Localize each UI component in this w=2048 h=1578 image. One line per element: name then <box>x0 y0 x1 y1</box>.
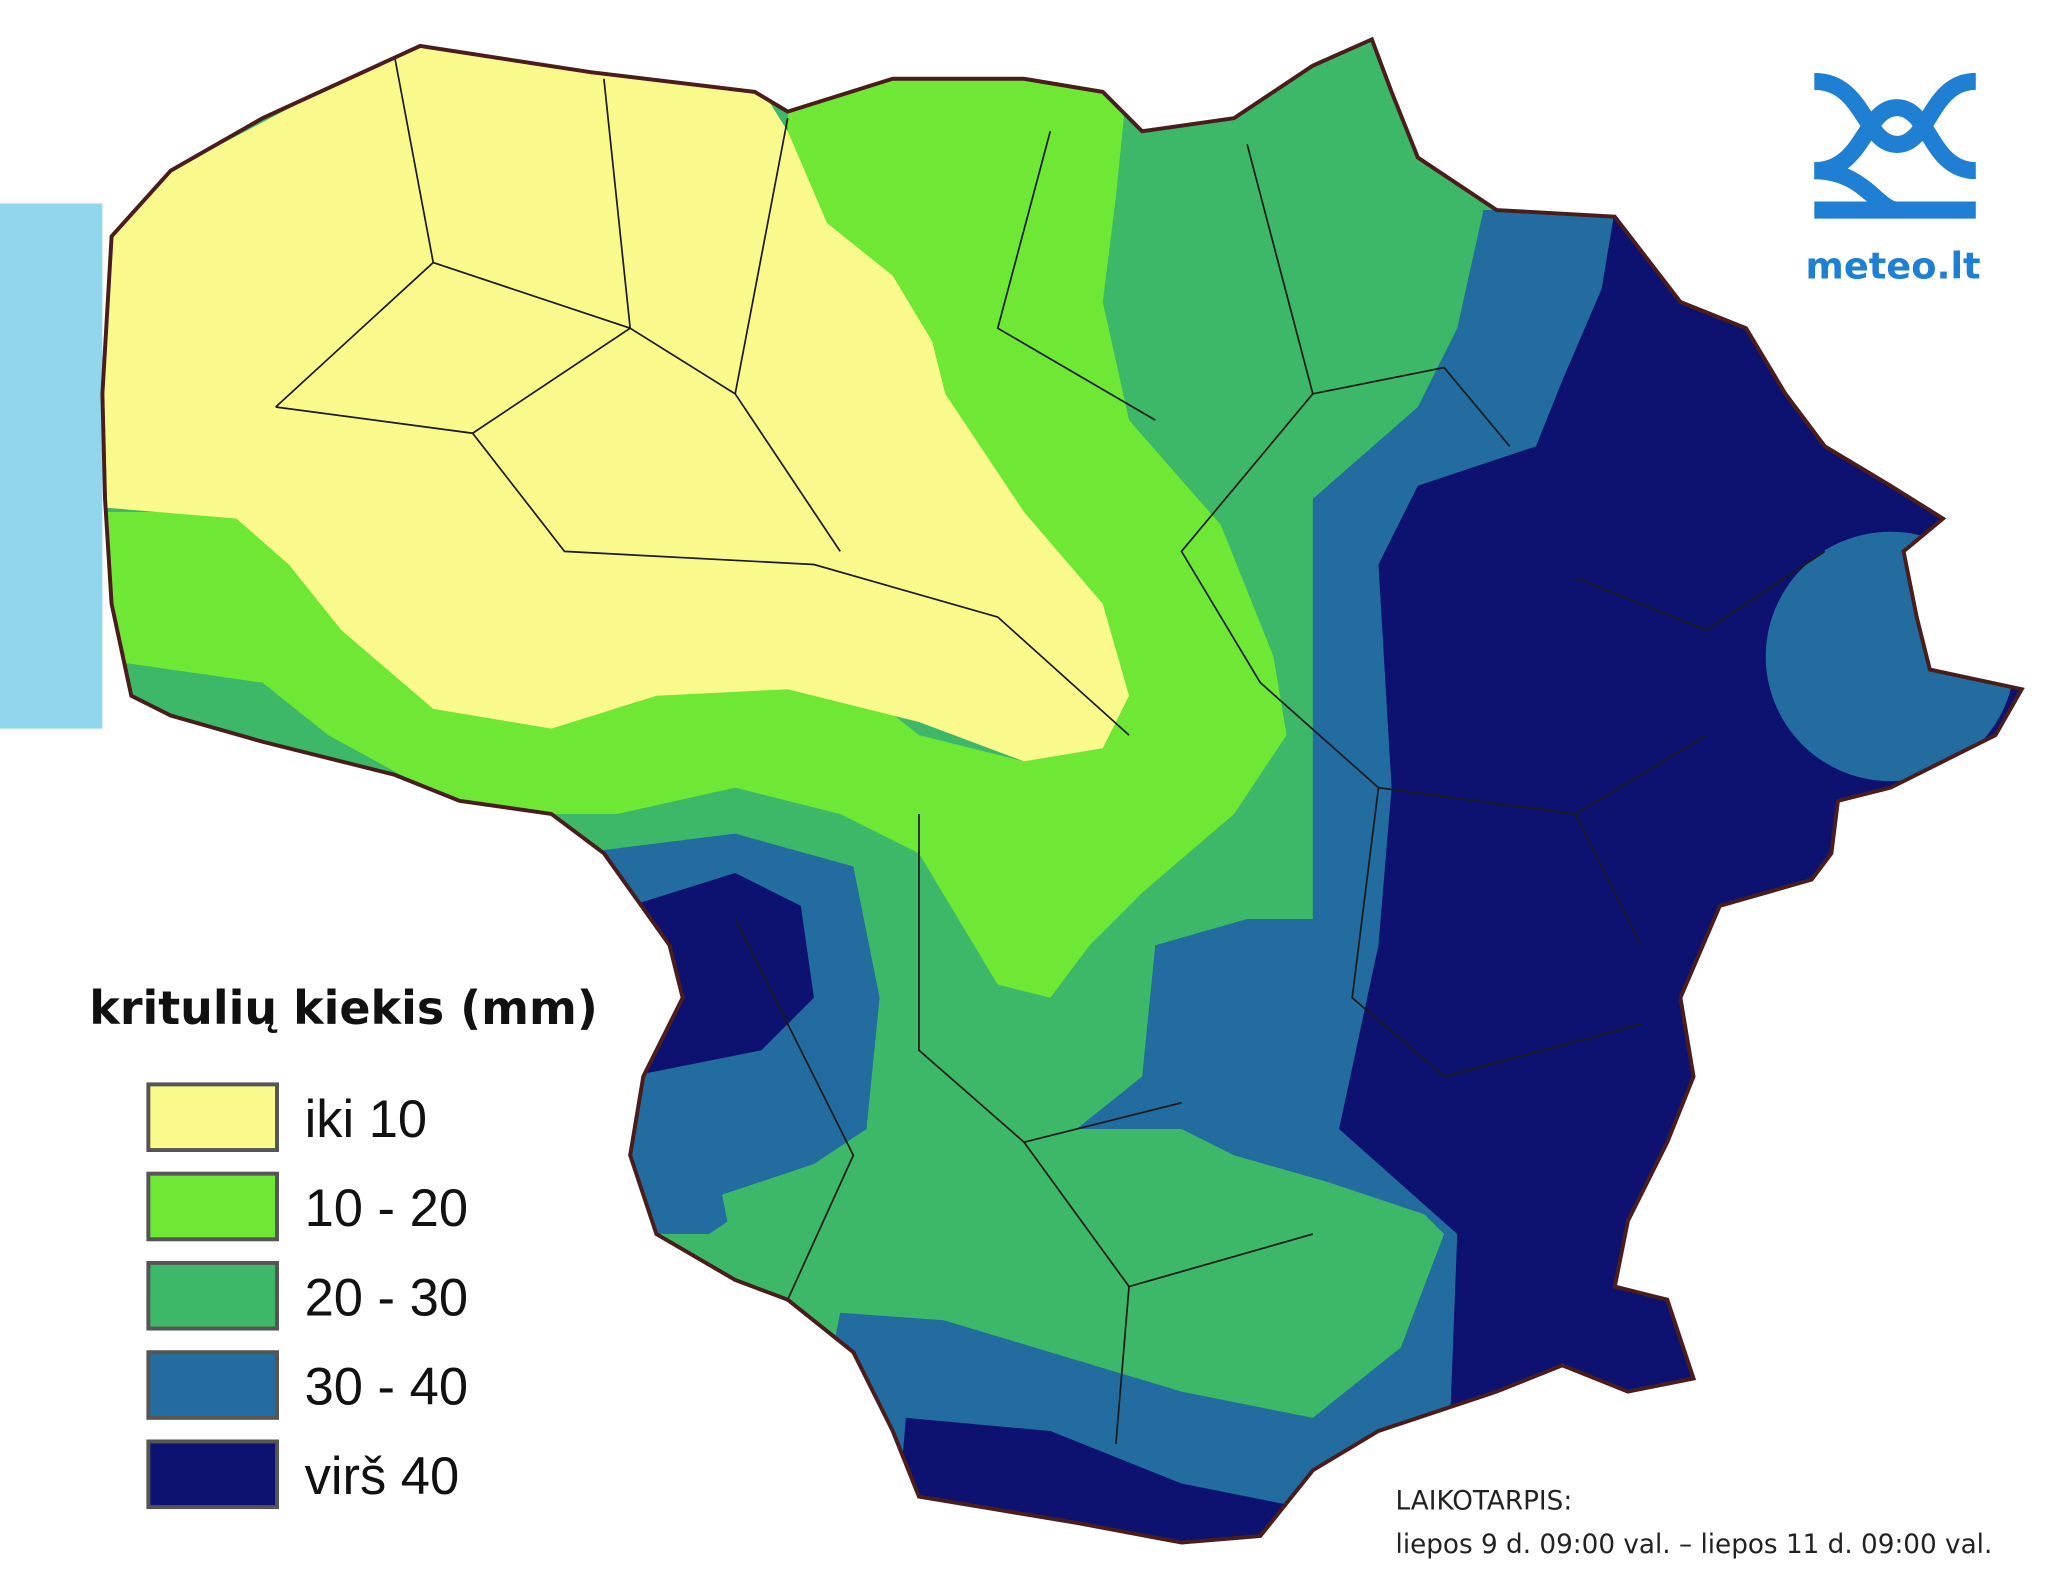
zone <box>722 1155 1353 1392</box>
zone <box>102 39 1130 762</box>
legend-swatch <box>146 1082 279 1152</box>
zone <box>1076 918 1445 1221</box>
legend-swatch <box>146 1439 279 1510</box>
legend-label: 10 - 20 <box>305 1179 468 1238</box>
legend-label: 20 - 30 <box>305 1268 468 1327</box>
logo-text: meteo.lt <box>1806 244 1981 287</box>
logo-mark <box>1813 72 1977 219</box>
legend: iki 10 10 - 20 20 - 30 30 - 40 virš 40 <box>146 1082 468 1510</box>
zone <box>102 65 1287 998</box>
zone <box>630 873 814 1077</box>
sea <box>0 203 103 729</box>
legend-swatch <box>146 1171 279 1242</box>
period-label: LAIKOTARPIS: <box>1396 1487 1573 1517</box>
legend-label: 30 - 40 <box>305 1358 468 1417</box>
legend-title: kritulių kiekis (mm) <box>89 981 598 1035</box>
legend-swatch <box>146 1350 279 1420</box>
legend-label: virš 40 <box>305 1447 460 1506</box>
legend-swatch <box>146 1260 279 1331</box>
period-text: liepos 9 d. 09:00 val. – liepos 11 d. 09… <box>1396 1530 1993 1560</box>
district-lines <box>275 52 1826 1445</box>
legend-label: iki 10 <box>305 1090 428 1149</box>
